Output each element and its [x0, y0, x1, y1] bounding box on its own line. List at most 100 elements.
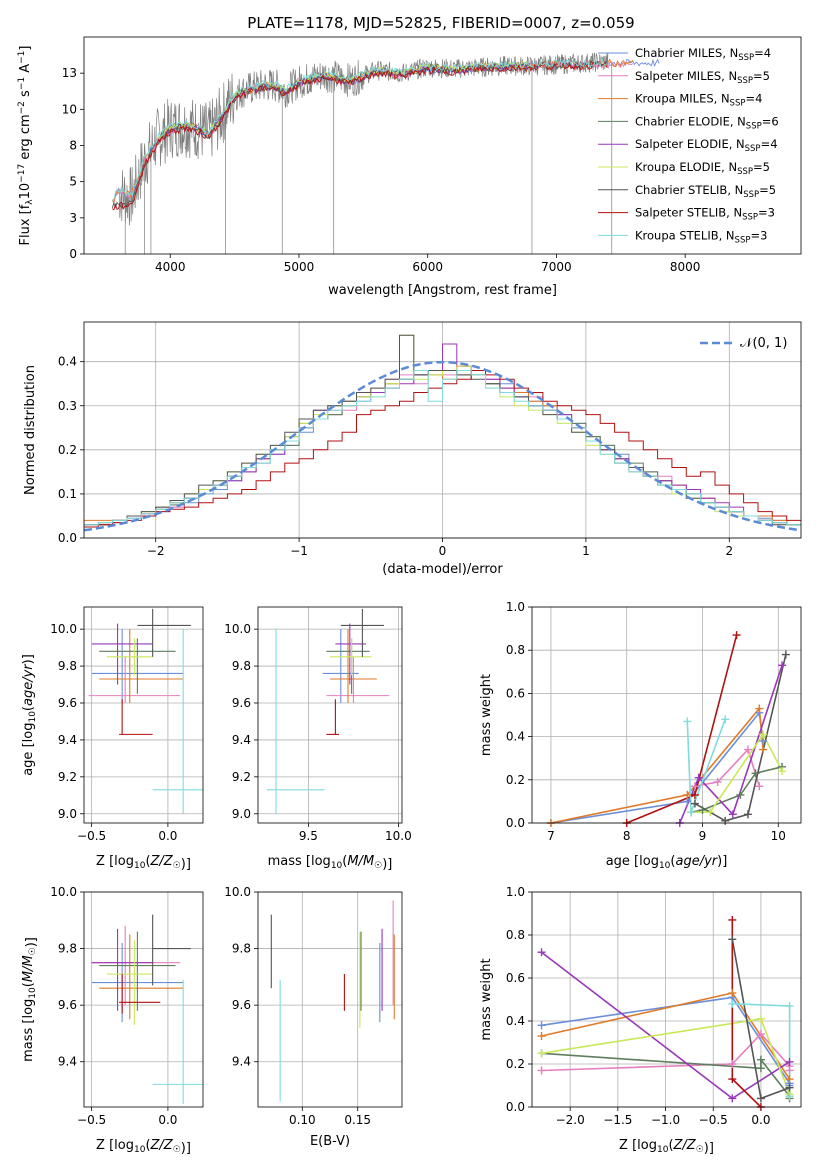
plot-area: [550, 634, 787, 823]
weight-marker-kroupa-miles: [785, 1075, 794, 1084]
x-axis-label: E(B-V): [310, 1134, 350, 1149]
weight-marker-chabrier-stelib: [743, 810, 752, 819]
x-axis-label: Z [log10(Z/Z☉)]: [619, 1138, 714, 1156]
weight-marker-kroupa-miles: [755, 704, 764, 713]
weight-marker-chabrier-elodie: [756, 1064, 765, 1073]
x-tick-label: 10: [771, 829, 786, 843]
weight-vs-metallicity-panel: −2.0 −1.5 −1.0 −0.5 0.0 0.0 0.2 0.4 0.6 0.8 1.0 Z […: [479, 885, 802, 1156]
weight-marker-kroupa-elodie: [759, 730, 768, 739]
age-vs-mass-panel: 9.5 10.0 9.0 9.2 9.4 9.6 9.8 10.0 mass [log10(M/…: [224, 606, 412, 872]
plot-area: [267, 608, 390, 814]
weight-marker-kroupa-miles: [728, 989, 737, 998]
weight-marker-salpeter-elodie: [728, 810, 737, 819]
model-line-kroupa-stelib: [111, 56, 607, 202]
weight-marker-salpeter-miles: [755, 782, 764, 791]
y-axis-label: age [log10(age/yr)]: [21, 654, 38, 776]
x-tick-label: −1: [290, 544, 308, 558]
weight-marker-salpeter-miles: [537, 1066, 546, 1075]
axes-frame: [83, 321, 802, 539]
plot-area: [91, 914, 203, 1105]
x-tick-label: 7: [547, 829, 555, 843]
weight-marker-salpeter-miles: [690, 782, 699, 791]
y-tick-label: 0.0: [506, 816, 525, 830]
legend-label: Kroupa MILES, NSSP=4: [635, 92, 762, 109]
plot-area: [270, 900, 395, 1102]
axes-frame: [257, 606, 403, 824]
x-tick-label: 8000: [670, 260, 701, 274]
x-tick-label: −0.5: [77, 1113, 106, 1127]
y-tick-label: 0.8: [506, 928, 525, 942]
x-tick-label: 9.5: [299, 829, 318, 843]
weight-marker-kroupa-stelib: [785, 1001, 794, 1010]
legend-label: Salpeter STELIB, NSSP=3: [635, 206, 775, 223]
x-tick-label: −1.0: [651, 1113, 680, 1127]
y-tick-label: 9.2: [232, 770, 251, 784]
weight-marker-chabrier-elodie: [698, 806, 707, 815]
legend: Chabrier MILES, NSSP=4 Salpeter MILES, NS…: [598, 46, 779, 245]
axes-frame: [531, 891, 802, 1108]
y-tick-label: 9.4: [58, 1055, 77, 1069]
y-tick-label: 9.0: [58, 807, 77, 821]
y-tick-label: 0.2: [506, 1057, 525, 1071]
weight-marker-chabrier-stelib: [690, 799, 699, 808]
weight-marker-salpeter-stelib: [732, 631, 741, 640]
x-axis-label: age [log10(age/yr)]: [606, 854, 728, 871]
x-tick-label: 0.0: [751, 1113, 770, 1127]
y-tick-label: 0.8: [506, 643, 525, 657]
y-tick-label: 9.8: [58, 659, 77, 673]
y-tick-label: 9.4: [232, 1055, 251, 1069]
x-axis-label: mass [log10(M/M☉)]: [268, 854, 393, 872]
y-tick-label: 13: [62, 66, 77, 80]
weight-marker-salpeter-miles: [728, 1060, 737, 1068]
weight-marker-kroupa-elodie: [756, 1014, 765, 1023]
model-line-salpeter-stelib: [112, 60, 608, 211]
x-axis-label: wavelength [Angstrom, rest frame]: [328, 283, 557, 298]
weight-marker-kroupa-elodie: [778, 767, 787, 776]
legend-label: Chabrier ELODIE, NSSP=6: [635, 114, 779, 131]
age-vs-metallicity-panel: −0.5 0.0 9.0 9.2 9.4 9.6 9.8 10.0 Z [log10(Z/Z☉)…: [21, 606, 204, 872]
legend-label: Kroupa ELODIE, NSSP=5: [635, 160, 770, 177]
y-tick-label: 9.8: [58, 942, 77, 956]
weight-marker-chabrier-stelib: [756, 1094, 765, 1103]
weight-marker-kroupa-elodie: [706, 808, 715, 817]
weight-marker-salpeter-elodie: [537, 948, 546, 957]
axes-frame: [257, 891, 403, 1108]
weight-marker-salpeter-stelib: [728, 1075, 737, 1084]
y-tick-label: 0.3: [58, 399, 77, 413]
y-tick-label: 0.2: [58, 443, 77, 457]
y-tick-label: 0.6: [506, 686, 525, 700]
y-tick-label: 9.8: [232, 942, 251, 956]
weight-marker-chabrier-miles: [537, 1021, 546, 1030]
x-tick-label: −0.5: [77, 829, 106, 843]
y-tick-label: 9.6: [232, 696, 251, 710]
weight-marker-salpeter-elodie: [778, 661, 787, 670]
axes-frame: [531, 606, 802, 824]
weight-marker-salpeter-miles: [743, 745, 752, 754]
y-tick-label: 0.4: [58, 355, 77, 369]
x-axis-label: Z [log10(Z/Z☉)]: [96, 854, 191, 872]
x-tick-label: −2: [147, 544, 165, 558]
weight-marker-chabrier-elodie: [756, 1055, 765, 1064]
x-tick-label: 6000: [412, 260, 443, 274]
y-axis-label: mass [log10(M/M☉)]: [21, 937, 39, 1062]
weight-marker-kroupa-stelib: [683, 717, 692, 726]
y-tick-label: 3: [69, 211, 77, 225]
y-tick-label: 10.0: [50, 885, 77, 899]
weight-marker-salpeter-stelib: [728, 915, 737, 924]
weight-marker-chabrier-stelib: [728, 935, 737, 944]
y-tick-label: 9.6: [232, 998, 251, 1012]
weight-marker-salpeter-stelib: [690, 790, 699, 799]
plot-area: [88, 608, 203, 814]
y-axis-label: Flux [fλ10−17 erg cm−2 s−1 A−1]: [17, 46, 35, 246]
weight-marker-salpeter-elodie: [785, 1057, 794, 1066]
weight-marker-salpeter-elodie: [694, 773, 703, 782]
plot-area: [84, 334, 801, 538]
y-axis-label: mass weight: [479, 674, 494, 756]
axes-frame: [83, 606, 204, 824]
y-tick-label: 9.6: [58, 998, 77, 1012]
weight-marker-chabrier-elodie: [736, 790, 745, 799]
x-tick-label: 9: [699, 829, 707, 843]
y-tick-label: 9.2: [58, 770, 77, 784]
weight-marker-kroupa-stelib: [687, 808, 696, 817]
x-tick-label: 5000: [284, 260, 315, 274]
